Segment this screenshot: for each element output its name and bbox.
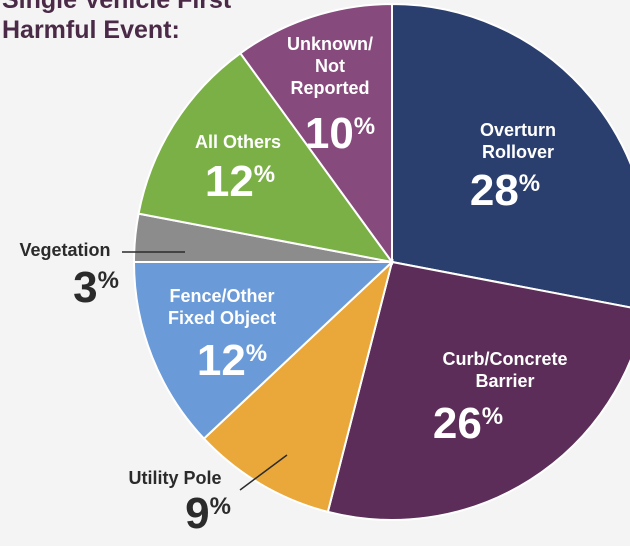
value-label: 10%: [305, 109, 375, 158]
slice-label: Vegetation: [19, 240, 110, 260]
value-label: 3%: [73, 263, 119, 312]
value-label: 28%: [470, 166, 540, 215]
chart-title: Single Vehicle First Harmful Event:: [2, 0, 232, 44]
value-label: 12%: [205, 157, 275, 206]
pie-slice: [137, 51, 395, 264]
slice-label: Overturn Rollover: [480, 120, 556, 162]
leader-line: [239, 454, 288, 491]
slice-label: Curb/Concrete Barrier: [442, 349, 567, 391]
slice-label: Unknown/Not Reported: [287, 34, 373, 98]
pie-slice: [202, 258, 394, 514]
value-label: 12%: [197, 336, 267, 385]
pie-slice: [391, 2, 630, 309]
pie-slice: [326, 260, 630, 521]
value-label: 9%: [185, 489, 231, 538]
slice-label: All Others: [195, 132, 281, 152]
value-label: 26%: [433, 399, 503, 448]
pie-slice: [238, 2, 393, 266]
pie-slice: [132, 261, 395, 441]
slice-label: Fence/Other Fixed Object: [168, 286, 276, 328]
slice-label: Utility Pole: [128, 468, 221, 488]
